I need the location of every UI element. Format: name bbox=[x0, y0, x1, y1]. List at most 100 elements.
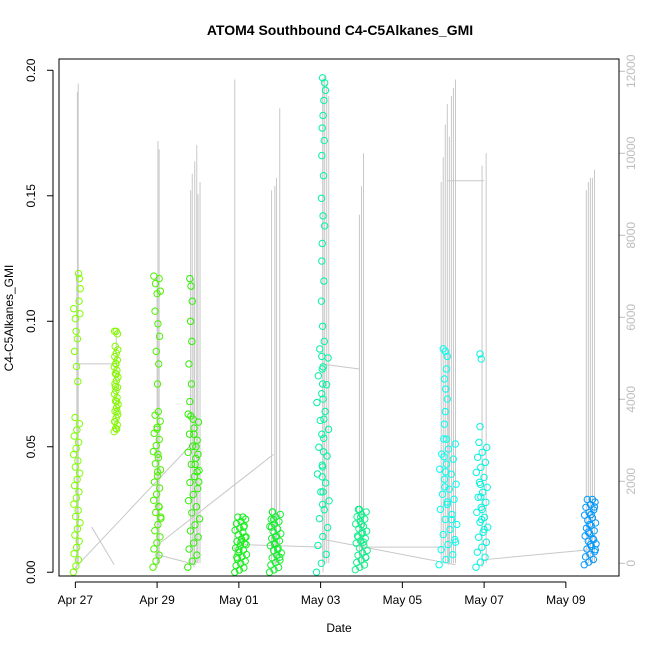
data-point bbox=[441, 483, 449, 491]
data-point bbox=[482, 498, 490, 506]
data-point bbox=[155, 274, 163, 283]
data-point bbox=[441, 468, 450, 476]
data-point bbox=[154, 450, 162, 458]
connector-line bbox=[324, 539, 456, 566]
data-point bbox=[477, 355, 485, 363]
data-point bbox=[318, 257, 326, 265]
flight-series bbox=[435, 345, 461, 569]
data-point bbox=[267, 523, 276, 531]
y-right-tick-label: 8000 bbox=[624, 222, 638, 249]
data-point bbox=[587, 510, 595, 519]
data-point bbox=[473, 548, 481, 556]
data-point bbox=[320, 79, 329, 87]
data-point bbox=[72, 543, 81, 552]
data-point bbox=[584, 528, 593, 536]
data-point bbox=[74, 438, 83, 446]
data-point bbox=[75, 420, 84, 428]
data-point bbox=[318, 365, 326, 373]
data-point bbox=[113, 407, 121, 416]
data-point bbox=[156, 533, 164, 541]
data-point bbox=[473, 453, 482, 462]
data-point bbox=[153, 380, 162, 388]
data-point bbox=[70, 549, 78, 558]
data-point bbox=[192, 503, 201, 511]
data-point bbox=[70, 347, 79, 356]
data-point bbox=[190, 430, 198, 438]
data-point bbox=[361, 553, 370, 561]
data-point bbox=[72, 327, 80, 336]
data-point bbox=[472, 468, 481, 477]
data-point bbox=[69, 568, 78, 576]
data-point bbox=[313, 398, 321, 407]
flight-series bbox=[149, 272, 165, 571]
data-point bbox=[318, 124, 326, 132]
data-point bbox=[188, 442, 197, 450]
data-point bbox=[440, 453, 448, 461]
connector-line bbox=[160, 453, 274, 543]
data-point bbox=[75, 274, 84, 283]
data-point bbox=[239, 513, 247, 521]
data-point bbox=[188, 337, 196, 346]
data-point bbox=[446, 525, 454, 534]
data-point bbox=[192, 443, 200, 451]
data-point bbox=[320, 506, 328, 514]
data-point bbox=[265, 568, 274, 576]
data-point bbox=[155, 551, 163, 559]
data-point bbox=[318, 389, 326, 398]
data-point bbox=[441, 407, 449, 416]
data-point bbox=[184, 496, 193, 505]
data-point bbox=[440, 475, 449, 483]
data-point bbox=[266, 542, 275, 550]
data-point bbox=[320, 96, 328, 105]
data-point bbox=[151, 527, 159, 535]
data-point bbox=[151, 307, 159, 315]
data-point bbox=[186, 274, 194, 283]
x-tick-label: Apr 29 bbox=[139, 593, 175, 607]
data-point bbox=[112, 397, 121, 406]
data-point bbox=[152, 441, 160, 450]
data-point bbox=[151, 460, 160, 468]
data-point bbox=[316, 345, 324, 353]
flight-series bbox=[69, 269, 84, 576]
data-point bbox=[74, 269, 83, 278]
data-point bbox=[440, 375, 449, 383]
data-point bbox=[74, 457, 82, 465]
data-point bbox=[356, 513, 365, 521]
data-point bbox=[152, 508, 160, 517]
data-point bbox=[314, 541, 322, 550]
data-point bbox=[353, 532, 362, 540]
data-point bbox=[443, 395, 452, 403]
data-point bbox=[149, 563, 157, 571]
data-point bbox=[315, 514, 324, 523]
data-point bbox=[352, 520, 360, 528]
data-point bbox=[445, 485, 453, 493]
data-point bbox=[588, 495, 597, 504]
data-point bbox=[317, 194, 326, 202]
y-tick-label: 0.00 bbox=[24, 560, 38, 584]
data-point bbox=[482, 538, 491, 546]
data-point bbox=[357, 520, 366, 529]
data-point bbox=[441, 347, 449, 356]
data-point bbox=[323, 452, 331, 460]
data-point bbox=[111, 380, 119, 388]
data-point bbox=[76, 519, 84, 527]
data-point bbox=[322, 550, 330, 559]
data-point bbox=[150, 545, 158, 553]
data-point bbox=[318, 463, 327, 471]
data-point bbox=[267, 561, 275, 569]
data-point bbox=[233, 553, 241, 561]
y-tick-label: 0.15 bbox=[24, 184, 38, 208]
data-point bbox=[448, 510, 456, 519]
data-point bbox=[444, 540, 452, 549]
data-point bbox=[241, 533, 249, 541]
data-point bbox=[74, 377, 82, 386]
data-point bbox=[152, 347, 160, 356]
data-point bbox=[443, 352, 452, 361]
y-tick-label: 0.20 bbox=[24, 58, 38, 82]
data-point bbox=[184, 563, 192, 571]
connector-line bbox=[242, 544, 323, 548]
data-point bbox=[70, 500, 78, 508]
data-point bbox=[73, 525, 82, 533]
data-point bbox=[112, 360, 120, 368]
data-point bbox=[312, 568, 321, 576]
